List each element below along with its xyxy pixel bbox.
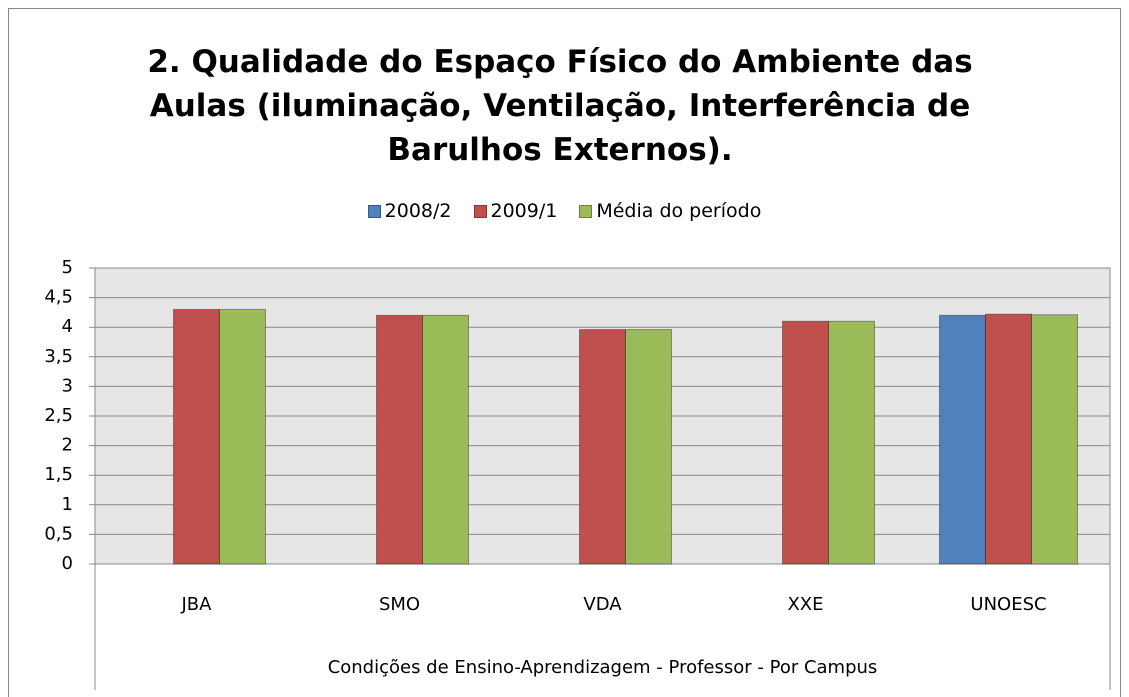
bar xyxy=(939,314,986,565)
x-tick-label: XXE xyxy=(787,594,823,615)
bar xyxy=(782,320,829,565)
legend-item: 2009/1 xyxy=(473,200,558,222)
chart-border xyxy=(8,8,1121,697)
legend-item: 2008/2 xyxy=(367,200,452,222)
y-tick-label: 5 xyxy=(62,257,73,278)
x-tick-label: UNOESC xyxy=(970,594,1046,615)
y-tick-label: 1 xyxy=(62,494,73,515)
legend: 2008/2 2009/1 Média do período xyxy=(0,200,1129,222)
x-axis-label: Condições de Ensino-Aprendizagem - Profe… xyxy=(328,657,878,678)
bar xyxy=(376,314,423,565)
bar xyxy=(219,308,266,565)
legend-item: Média do período xyxy=(579,200,761,222)
y-tick-label: 4,5 xyxy=(44,287,73,308)
bar xyxy=(625,329,672,565)
y-tick-label: 3 xyxy=(62,375,73,396)
bar xyxy=(173,308,220,565)
legend-label: 2009/1 xyxy=(490,200,558,222)
legend-label: 2008/2 xyxy=(384,200,452,222)
x-tick-label: JBA xyxy=(181,594,213,615)
y-tick-label: 0,5 xyxy=(44,523,73,544)
x-tick-label: SMO xyxy=(379,594,420,615)
chart-title: 2. Qualidade do Espaço Físico do Ambient… xyxy=(147,44,973,168)
bar xyxy=(828,320,875,565)
y-tick-label: 0 xyxy=(62,553,73,574)
legend-swatch xyxy=(579,204,593,218)
bar xyxy=(1031,314,1078,565)
y-tick-label: 4 xyxy=(62,316,73,337)
legend-swatch xyxy=(473,204,487,218)
y-tick-label: 3,5 xyxy=(44,346,73,367)
y-tick-label: 2,5 xyxy=(44,405,73,426)
bar xyxy=(985,313,1032,565)
bar xyxy=(579,329,626,565)
legend-swatch xyxy=(367,204,381,218)
x-tick-label: VDA xyxy=(583,594,622,615)
y-tick-label: 1,5 xyxy=(44,464,73,485)
bar xyxy=(422,314,469,565)
legend-label: Média do período xyxy=(596,200,762,222)
y-tick-label: 2 xyxy=(62,435,73,456)
